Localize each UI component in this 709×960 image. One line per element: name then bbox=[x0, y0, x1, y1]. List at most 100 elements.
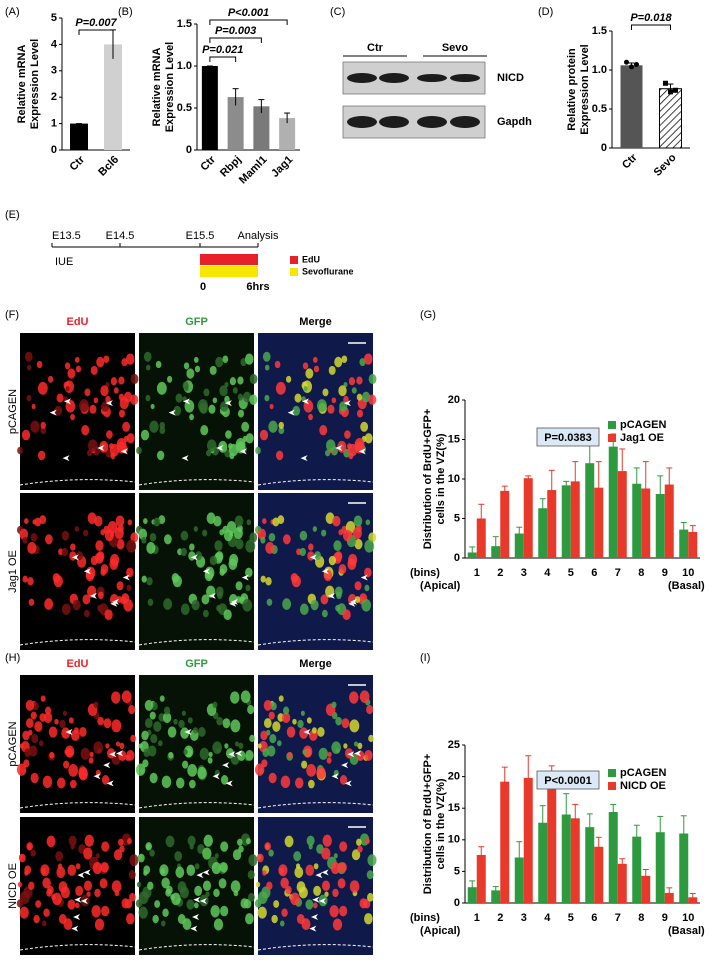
bar bbox=[679, 833, 689, 903]
cell bbox=[115, 741, 121, 747]
bar bbox=[641, 875, 651, 903]
cell bbox=[237, 409, 245, 418]
cell bbox=[237, 393, 244, 401]
cell bbox=[351, 387, 357, 394]
cell bbox=[349, 880, 360, 893]
cell bbox=[225, 748, 235, 759]
cell bbox=[245, 913, 254, 925]
cell bbox=[180, 603, 190, 615]
cell bbox=[337, 878, 346, 889]
bar bbox=[679, 529, 689, 558]
arrowhead bbox=[347, 751, 355, 758]
cell bbox=[30, 532, 38, 542]
cell bbox=[220, 775, 229, 785]
arrowhead bbox=[358, 448, 366, 455]
cell bbox=[367, 854, 377, 867]
cell bbox=[126, 749, 135, 761]
arrowhead bbox=[77, 872, 85, 879]
cell bbox=[175, 866, 185, 878]
cell bbox=[282, 534, 291, 545]
cell bbox=[115, 515, 125, 527]
cell bbox=[156, 381, 167, 395]
cell bbox=[56, 866, 66, 878]
cell bbox=[184, 386, 189, 392]
cell bbox=[162, 712, 172, 724]
cell bbox=[261, 759, 268, 768]
column-label: GFP bbox=[185, 658, 208, 670]
cell bbox=[245, 749, 254, 761]
cell bbox=[68, 835, 77, 846]
cell bbox=[140, 429, 150, 441]
cell bbox=[143, 748, 150, 757]
cell bbox=[150, 734, 158, 744]
arrowhead bbox=[349, 598, 357, 605]
p-value-box bbox=[536, 770, 600, 790]
y-tick-label: 0 bbox=[454, 897, 460, 909]
cell bbox=[180, 727, 190, 739]
cell bbox=[299, 727, 309, 739]
cell bbox=[357, 845, 363, 853]
cell bbox=[37, 450, 46, 461]
panel-label: (B) bbox=[118, 6, 133, 18]
cell bbox=[278, 695, 284, 702]
x-tick-label: Ctr bbox=[67, 153, 87, 173]
cell bbox=[282, 706, 290, 715]
cell bbox=[194, 863, 200, 870]
x-tick-label: 6 bbox=[591, 567, 597, 579]
arrowhead bbox=[222, 762, 230, 769]
cell bbox=[316, 399, 327, 413]
cell bbox=[246, 519, 252, 526]
cell bbox=[335, 716, 342, 726]
y-axis-label: Relative protein bbox=[566, 48, 578, 131]
micrograph bbox=[20, 333, 135, 490]
cell bbox=[259, 429, 269, 441]
cell bbox=[224, 743, 229, 749]
arrowhead bbox=[103, 762, 111, 769]
cell bbox=[24, 748, 31, 757]
cell bbox=[244, 353, 254, 365]
cell bbox=[40, 421, 46, 429]
cell bbox=[19, 906, 29, 919]
cell bbox=[171, 892, 181, 906]
cell bbox=[142, 759, 149, 768]
significance-bracket bbox=[78, 29, 114, 35]
cell bbox=[348, 452, 354, 460]
cell bbox=[300, 710, 305, 716]
significance-bracket bbox=[209, 37, 262, 43]
cell bbox=[110, 452, 116, 460]
bar bbox=[201, 66, 218, 150]
arrowhead bbox=[83, 568, 91, 575]
blot-band bbox=[347, 73, 377, 83]
y-tick-label: 5 bbox=[51, 12, 57, 24]
cell bbox=[143, 870, 148, 876]
cell bbox=[284, 835, 294, 848]
cell bbox=[334, 356, 343, 368]
cell bbox=[47, 885, 54, 895]
bar bbox=[594, 487, 604, 558]
cell bbox=[325, 449, 331, 457]
cell bbox=[81, 425, 90, 436]
cell bbox=[83, 609, 90, 618]
ventricle-line bbox=[138, 479, 255, 486]
cell bbox=[17, 881, 23, 888]
x-tick-label: 7 bbox=[615, 912, 621, 924]
cell bbox=[294, 866, 304, 878]
y-tick-label: 15 bbox=[448, 802, 460, 814]
cell bbox=[93, 397, 99, 404]
ventricle-line bbox=[138, 944, 255, 951]
cell bbox=[354, 538, 363, 550]
cell bbox=[317, 727, 325, 737]
cell bbox=[364, 567, 372, 578]
cell bbox=[191, 599, 200, 611]
cell bbox=[43, 908, 50, 917]
y-tick-label: 5 bbox=[454, 512, 460, 524]
cell bbox=[118, 409, 126, 418]
cell bbox=[321, 609, 328, 618]
x-tick-label: 9 bbox=[662, 912, 668, 924]
cell bbox=[313, 885, 322, 897]
cell bbox=[211, 862, 222, 875]
cell bbox=[40, 695, 46, 702]
cell bbox=[212, 741, 222, 754]
cell bbox=[203, 388, 210, 397]
cell bbox=[87, 512, 97, 524]
